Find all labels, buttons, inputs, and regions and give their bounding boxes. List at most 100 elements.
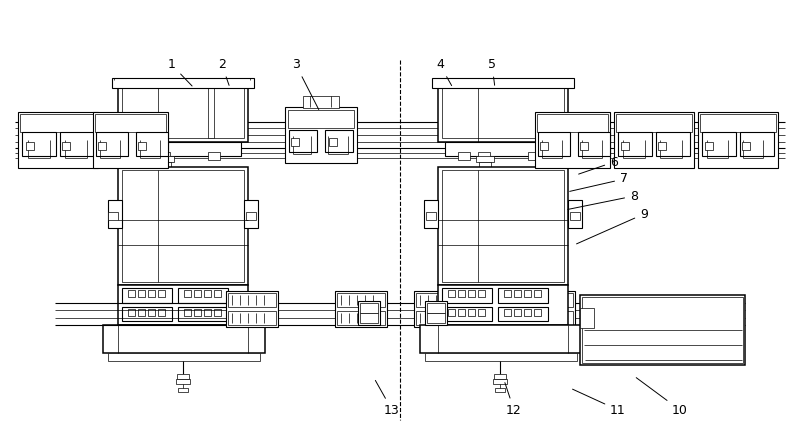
- Bar: [95, 114, 166, 132]
- Bar: [656, 132, 690, 156]
- Bar: [226, 291, 278, 327]
- Bar: [138, 309, 145, 316]
- Bar: [468, 290, 475, 297]
- Bar: [426, 212, 436, 220]
- Bar: [570, 212, 580, 220]
- Bar: [329, 138, 337, 146]
- Bar: [335, 291, 387, 327]
- Bar: [122, 307, 172, 321]
- Bar: [438, 80, 568, 142]
- Bar: [524, 290, 531, 297]
- Bar: [108, 200, 122, 228]
- Bar: [498, 288, 548, 303]
- Bar: [432, 78, 574, 88]
- Bar: [291, 138, 299, 146]
- Bar: [438, 167, 568, 285]
- Bar: [360, 303, 378, 313]
- Bar: [438, 285, 568, 325]
- Bar: [504, 309, 511, 316]
- Text: 5: 5: [488, 58, 496, 85]
- Bar: [20, 114, 96, 132]
- Bar: [514, 290, 521, 297]
- Bar: [128, 309, 135, 316]
- Bar: [494, 374, 506, 379]
- Bar: [658, 142, 666, 150]
- Bar: [478, 152, 490, 160]
- Bar: [18, 112, 98, 168]
- Bar: [204, 290, 211, 297]
- Bar: [103, 325, 265, 353]
- Bar: [514, 309, 521, 316]
- Bar: [204, 309, 211, 316]
- Bar: [288, 110, 354, 128]
- Text: 10: 10: [636, 377, 688, 416]
- Bar: [122, 288, 172, 303]
- Bar: [478, 309, 485, 316]
- Bar: [442, 288, 492, 303]
- Bar: [178, 388, 188, 392]
- Bar: [535, 112, 610, 168]
- Bar: [122, 83, 244, 138]
- Bar: [448, 290, 455, 297]
- Bar: [416, 311, 464, 325]
- Bar: [96, 132, 128, 156]
- Bar: [125, 142, 241, 156]
- Bar: [540, 142, 548, 150]
- Bar: [425, 353, 577, 361]
- Bar: [448, 309, 455, 316]
- Bar: [325, 130, 353, 152]
- Bar: [537, 114, 608, 132]
- Bar: [158, 309, 165, 316]
- Bar: [504, 290, 511, 297]
- Bar: [445, 142, 561, 156]
- Bar: [303, 96, 339, 108]
- Bar: [525, 311, 573, 325]
- Bar: [525, 293, 573, 307]
- Bar: [98, 142, 106, 150]
- Bar: [580, 308, 594, 328]
- Bar: [118, 167, 248, 285]
- Text: 8: 8: [568, 190, 638, 210]
- Bar: [177, 374, 189, 379]
- Text: 7: 7: [570, 172, 628, 191]
- Bar: [458, 152, 470, 160]
- Bar: [194, 290, 201, 297]
- Bar: [442, 170, 564, 282]
- Bar: [22, 132, 56, 156]
- Bar: [228, 293, 276, 307]
- Bar: [702, 132, 736, 156]
- Bar: [479, 162, 491, 167]
- Bar: [427, 303, 445, 313]
- Bar: [136, 132, 168, 156]
- Bar: [420, 325, 582, 353]
- Bar: [742, 142, 750, 150]
- Bar: [228, 311, 276, 325]
- Bar: [700, 114, 776, 132]
- Bar: [498, 307, 548, 321]
- Bar: [414, 291, 466, 327]
- Bar: [740, 132, 774, 156]
- Bar: [246, 212, 256, 220]
- Bar: [138, 152, 150, 160]
- Bar: [580, 142, 588, 150]
- Bar: [580, 295, 745, 365]
- Bar: [442, 83, 564, 138]
- Bar: [138, 142, 146, 150]
- Bar: [538, 132, 570, 156]
- Bar: [156, 156, 174, 162]
- Bar: [621, 142, 629, 150]
- Bar: [614, 112, 694, 168]
- Bar: [122, 170, 244, 282]
- Bar: [360, 313, 378, 323]
- Text: 11: 11: [573, 389, 626, 416]
- Text: 13: 13: [375, 381, 400, 416]
- Bar: [416, 293, 464, 307]
- Bar: [442, 307, 492, 321]
- Bar: [128, 290, 135, 297]
- Text: 6: 6: [578, 156, 618, 174]
- Bar: [194, 309, 201, 316]
- Bar: [289, 130, 317, 152]
- Bar: [148, 290, 155, 297]
- Bar: [108, 212, 118, 220]
- Bar: [493, 379, 507, 384]
